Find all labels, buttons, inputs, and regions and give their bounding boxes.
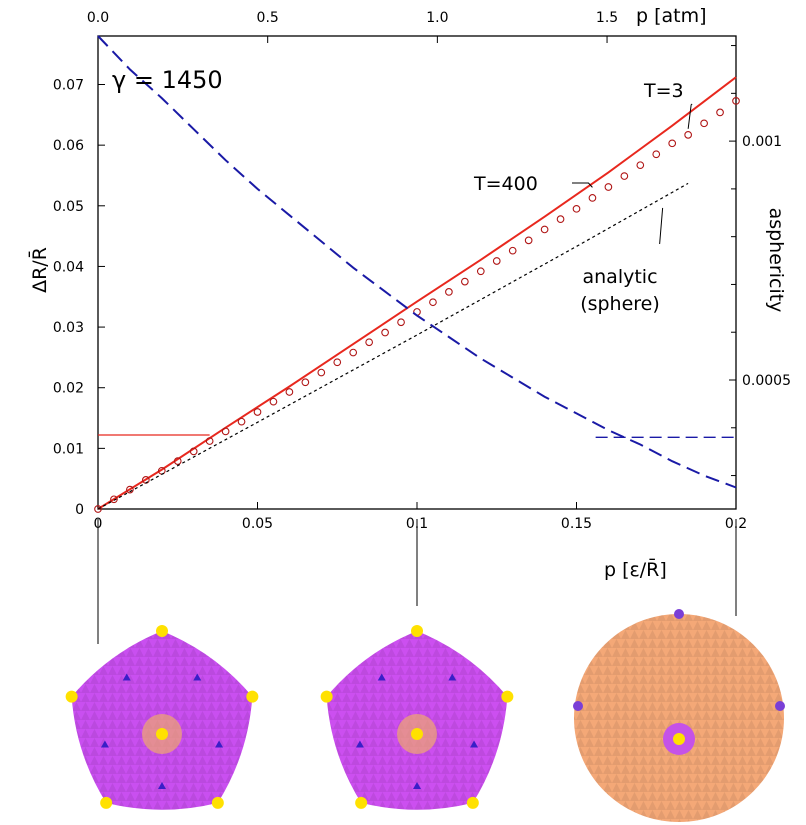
series-t3-point	[588, 194, 597, 202]
series-analytic-line	[97, 182, 689, 510]
series-t3-point	[397, 318, 405, 327]
series-t3-point	[189, 447, 198, 456]
y-left-tick-label: 0.03	[53, 320, 84, 336]
analytic-label: analytic	[582, 266, 657, 288]
y-right-tick-label: 0.0005	[742, 373, 791, 389]
shape-mid-pressure-vertex-spot	[501, 690, 514, 703]
shape-low-pressure-blue-defect	[100, 740, 109, 748]
series-t3-point	[269, 397, 278, 406]
shape-low-pressure-blue-defect	[193, 673, 202, 681]
t400-label: T=400	[473, 173, 538, 195]
series-t3-point	[349, 348, 358, 357]
shape-mid-pressure-vertex-spot	[411, 625, 423, 637]
shape-low-pressure-center-spot	[156, 728, 168, 740]
shape-mid-pressure-blue-defect	[377, 673, 386, 681]
y-left-tick-label: 0.04	[53, 259, 84, 275]
shape-low-pressure-vertex-spot	[246, 690, 259, 703]
shape-low-pressure-vertex-spot	[100, 796, 113, 809]
series-t3-point	[237, 417, 246, 426]
y-left-tick-label: 0	[75, 502, 84, 518]
series-t3-point	[508, 246, 517, 255]
t3-label: T=3	[643, 80, 684, 102]
series-t3-point	[572, 204, 581, 213]
shape-mid-pressure-blue-defect	[413, 782, 421, 789]
series-t3-point	[94, 505, 102, 513]
shape-high-pressure-edge-defect	[775, 701, 785, 711]
series-t3-point	[333, 358, 342, 367]
shape-mid-pressure-blue-defect	[470, 740, 479, 748]
series-t3-point	[556, 215, 565, 223]
shape-high-pressure-defect-core	[673, 733, 685, 745]
series-t3-point	[445, 288, 453, 296]
shape-mid-pressure-center-spot	[411, 728, 423, 740]
shape-low-pressure-vertex-spot	[211, 796, 224, 809]
y-left-tick-label: 0.06	[53, 138, 84, 154]
shape-mid-pressure-vertex-spot	[355, 796, 368, 809]
x-bottom-axis-label: p [ε/R̄]	[604, 557, 667, 581]
series-t3-point	[317, 368, 326, 377]
series-t3-point	[684, 130, 693, 139]
x-top-axis-label: p [atm]	[636, 5, 707, 27]
series-t3-point	[700, 119, 708, 128]
y-left-tick-label: 0.02	[53, 381, 84, 397]
shape-high-pressure-texture	[574, 614, 784, 822]
series-t3-point	[173, 457, 182, 465]
shape-low-pressure-vertex-spot	[156, 625, 168, 637]
t3-leader-line	[687, 103, 693, 129]
series-t3-point	[253, 408, 262, 416]
series-t3-point	[110, 495, 118, 504]
series-t3-point	[732, 97, 740, 105]
series-t3-point	[524, 236, 533, 245]
analytic-leader-line	[659, 207, 664, 245]
shape-high-pressure-edge-defect	[674, 609, 684, 619]
x-top-tick-label: 0.5	[257, 10, 279, 26]
series-t3-point	[716, 108, 724, 117]
series-t3-point	[301, 378, 310, 387]
series-t3-point	[461, 277, 469, 286]
x-top-tick-label: 1.5	[596, 10, 618, 26]
shape-mid-pressure-vertex-spot	[320, 690, 333, 703]
series-t3-point	[492, 257, 501, 265]
y-right-axis-label: asphericity	[765, 208, 787, 313]
shape-low-pressure-blue-defect	[215, 740, 224, 748]
series-t3-point	[126, 485, 134, 494]
series-t3-point	[429, 298, 437, 307]
series-t3-point	[221, 427, 230, 436]
shape-low-pressure-blue-defect	[158, 782, 166, 789]
y-left-tick-label: 0.07	[53, 78, 84, 94]
shape-mid-pressure-blue-defect	[448, 673, 457, 681]
series-t3-point	[205, 437, 214, 445]
x-bottom-tick-label: 0.15	[561, 516, 592, 532]
series-t3-point	[285, 388, 294, 396]
series-asphericity-line	[97, 35, 737, 489]
series-t3-point	[620, 172, 629, 180]
analytic-sphere-label: (sphere)	[580, 293, 660, 315]
shape-mid-pressure-vertex-spot	[466, 796, 479, 809]
x-bottom-tick-label: 0.05	[242, 516, 273, 532]
series-t3-point	[365, 338, 374, 347]
series-t3-point	[636, 161, 645, 170]
gamma-label: γ = 1450	[112, 66, 223, 94]
t400-leader-line	[572, 182, 593, 188]
x-top-tick-label: 0.0	[87, 10, 109, 26]
shape-mid-pressure-blue-defect	[355, 740, 364, 748]
y-left-tick-label: 0.05	[53, 199, 84, 215]
y-right-tick-label: 0.001	[742, 134, 782, 150]
x-top-tick-label: 1.0	[426, 10, 448, 26]
series-t400-line	[97, 76, 737, 510]
series-t3-point	[668, 139, 677, 148]
shape-low-pressure-vertex-spot	[65, 690, 78, 703]
series-t3-point	[476, 267, 485, 276]
y-left-tick-label: 0.01	[53, 441, 84, 457]
y-left-axis-label: ΔR/R̄	[27, 247, 51, 293]
series-t3-point	[540, 225, 549, 234]
series-t3-point	[604, 183, 613, 191]
shape-high-pressure-edge-defect	[573, 701, 583, 711]
series-t3-point	[652, 150, 661, 159]
series-t3-point	[381, 328, 389, 337]
shape-low-pressure-blue-defect	[122, 673, 131, 681]
